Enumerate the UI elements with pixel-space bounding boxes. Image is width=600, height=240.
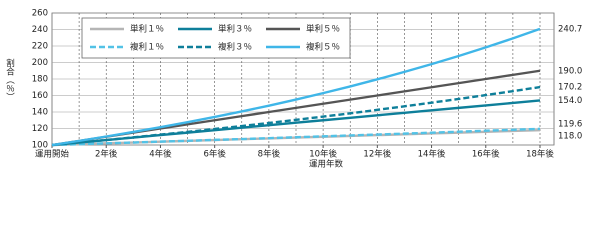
chart: 割合（％） 運用年数 100 120 140 160 180 200 220 240 260 運用… [5, 9, 583, 170]
end-value-label: 170.2 [558, 83, 582, 93]
y-tick-label: 120 [32, 124, 48, 134]
y-tick-label: 100 [32, 141, 48, 151]
y-tick-label: 240 [32, 25, 48, 35]
legend-label: 複利３％ [218, 42, 252, 53]
end-value-label: 154.0 [558, 96, 582, 106]
end-value-label: 190.0 [558, 66, 582, 76]
x-tick-label: 8年後 [258, 149, 281, 160]
series-line [51, 127, 541, 147]
x-tick-label: 運用開始 [35, 149, 70, 160]
series-line [51, 27, 541, 147]
y-tick-label: 260 [32, 9, 48, 19]
x-tick-label: 10年後 [309, 149, 337, 160]
y-axis-title: 割合（％） [5, 58, 15, 101]
x-tick-label: 6年後 [203, 149, 226, 160]
x-tick-label: 18年後 [526, 149, 554, 160]
legend-label: 単利５％ [306, 24, 340, 35]
y-tick-label: 200 [32, 58, 48, 68]
x-tick-label: 14年後 [418, 149, 446, 160]
legend-label: 複利１％ [130, 42, 164, 53]
x-tick-label: 12年後 [363, 149, 391, 160]
y-tick-label: 160 [32, 91, 48, 101]
x-tick-label: 16年後 [472, 149, 500, 160]
end-value-label: 240.7 [558, 24, 582, 34]
y-tick-label: 180 [32, 75, 48, 85]
series-line [51, 85, 541, 147]
x-tick-label: 2年後 [95, 149, 118, 160]
y-tick-label: 220 [32, 42, 48, 52]
legend-box [81, 17, 351, 59]
end-value-label: 119.6 [558, 119, 582, 129]
x-tick-label: 4年後 [149, 149, 172, 160]
x-axis-title: 運用年数 [309, 159, 344, 170]
end-value-label: 118.0 [558, 132, 582, 142]
legend-label: 単利３％ [218, 24, 252, 35]
y-tick-label: 140 [32, 108, 48, 118]
legend-label: 単利１％ [130, 24, 164, 35]
legend-label: 複利５％ [306, 42, 340, 53]
